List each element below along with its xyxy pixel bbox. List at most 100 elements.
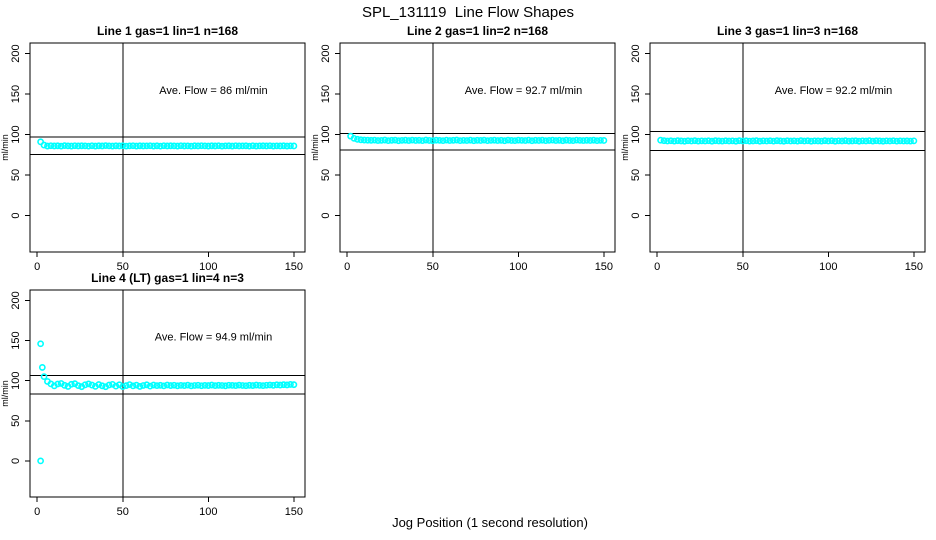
data-point bbox=[439, 137, 447, 145]
data-point bbox=[872, 137, 880, 145]
data-point bbox=[85, 142, 92, 150]
data-point bbox=[684, 137, 692, 145]
data-point bbox=[68, 380, 75, 388]
data-point bbox=[133, 381, 140, 389]
data-point bbox=[57, 142, 65, 150]
x-tick-label: 0 bbox=[34, 506, 40, 515]
subplot-line4: Line 4 (LT) gas=1 lin=4 n=3 0 50 100 150 0 50 1… bbox=[0, 271, 306, 515]
outlier-point bbox=[37, 340, 45, 348]
data-point bbox=[126, 142, 133, 150]
data-point bbox=[487, 136, 495, 144]
data-point bbox=[47, 142, 55, 150]
data-point bbox=[198, 142, 205, 150]
y-tick-label: 150 bbox=[10, 85, 22, 103]
data-point bbox=[759, 137, 767, 145]
data-point bbox=[835, 137, 842, 145]
y-tick-label: 150 bbox=[630, 85, 642, 103]
data-point bbox=[239, 382, 246, 389]
data-point bbox=[746, 137, 753, 145]
subplot-line2: Line 2 gas=1 lin=2 n=168 0 50 100 150 0 50 100 1… bbox=[310, 24, 616, 270]
data-point bbox=[384, 137, 392, 145]
data-point bbox=[583, 136, 591, 144]
data-point bbox=[766, 137, 774, 145]
data-point bbox=[501, 137, 509, 145]
data-point bbox=[150, 381, 157, 389]
data-point bbox=[242, 142, 250, 150]
data-point bbox=[364, 136, 372, 144]
data-point bbox=[800, 137, 808, 145]
data-point bbox=[239, 142, 246, 150]
data-point bbox=[698, 137, 706, 145]
y-tick-label: 200 bbox=[630, 44, 642, 62]
data-point bbox=[852, 137, 860, 145]
data-point bbox=[153, 382, 161, 390]
data-point bbox=[95, 381, 103, 388]
data-point bbox=[453, 136, 461, 144]
data-point bbox=[780, 137, 788, 145]
data-point bbox=[484, 137, 491, 145]
data-point bbox=[883, 137, 890, 145]
y-tick-label: 50 bbox=[10, 415, 22, 427]
data-point bbox=[532, 136, 539, 144]
data-point bbox=[74, 382, 82, 390]
data-point bbox=[249, 142, 257, 150]
data-point bbox=[133, 142, 140, 150]
y-axis-label: ml/min bbox=[0, 134, 10, 161]
data-point bbox=[907, 137, 914, 145]
data-point bbox=[711, 137, 719, 145]
data-point bbox=[586, 137, 594, 144]
data-point bbox=[412, 137, 420, 144]
data-point bbox=[893, 137, 901, 145]
data-point bbox=[54, 380, 62, 388]
data-point bbox=[657, 136, 665, 144]
data-point bbox=[579, 137, 587, 144]
data-point bbox=[739, 137, 747, 145]
data-point bbox=[184, 142, 192, 150]
data-point bbox=[787, 137, 795, 145]
data-point bbox=[211, 142, 219, 150]
data-point bbox=[252, 142, 260, 150]
data-point bbox=[174, 382, 181, 390]
subplot-line3: Line 3 gas=1 lin=3 n=168 0 50 100 150 0 50 100 1… bbox=[620, 24, 926, 270]
y-axis-label: ml/min bbox=[310, 134, 320, 161]
data-point bbox=[660, 137, 668, 145]
data-point bbox=[419, 137, 426, 145]
data-point bbox=[184, 381, 192, 389]
data-point bbox=[763, 137, 771, 145]
data-point bbox=[811, 137, 819, 145]
data-point bbox=[102, 142, 110, 150]
y-tick-label: 50 bbox=[320, 169, 332, 181]
data-point bbox=[218, 142, 226, 150]
data-point bbox=[245, 142, 253, 150]
data-points bbox=[37, 138, 298, 150]
outlier-point bbox=[38, 364, 46, 371]
data-point bbox=[735, 137, 743, 145]
data-point bbox=[88, 142, 96, 150]
data-point bbox=[732, 137, 740, 145]
data-point bbox=[408, 136, 416, 144]
data-point bbox=[828, 137, 836, 145]
data-point bbox=[290, 381, 298, 389]
data-point bbox=[677, 137, 685, 145]
data-point bbox=[542, 137, 550, 145]
data-point bbox=[146, 142, 154, 150]
data-point bbox=[68, 142, 75, 150]
data-point bbox=[249, 382, 257, 389]
y-tick-label: 100 bbox=[320, 125, 332, 143]
data-point bbox=[600, 137, 608, 144]
data-point bbox=[773, 137, 781, 145]
data-point bbox=[521, 137, 529, 144]
data-point bbox=[879, 137, 887, 145]
data-point bbox=[174, 142, 181, 150]
y-tick-label: 150 bbox=[10, 331, 22, 349]
data-point bbox=[136, 142, 144, 150]
data-point bbox=[280, 142, 288, 150]
data-point bbox=[273, 381, 281, 389]
data-point bbox=[126, 381, 133, 388]
outlier-point bbox=[37, 457, 45, 465]
data-point bbox=[91, 142, 99, 150]
data-point bbox=[776, 137, 784, 145]
data-point bbox=[54, 142, 62, 150]
data-point bbox=[266, 381, 274, 389]
data-point bbox=[391, 136, 399, 144]
